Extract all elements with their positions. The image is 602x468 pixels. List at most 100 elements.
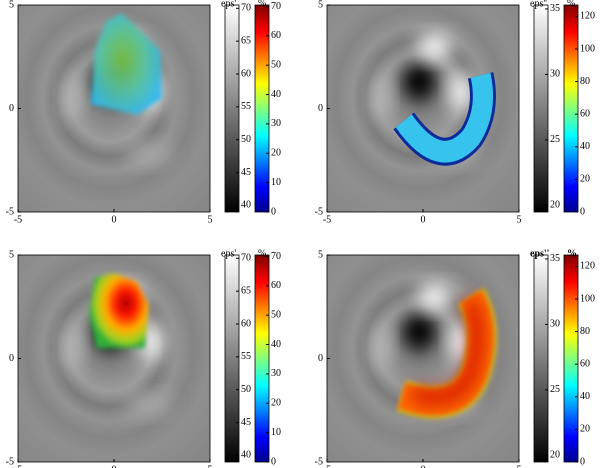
colorbar-tick-label: 40 — [271, 89, 281, 100]
colorbar-label: eps' — [221, 0, 236, 9]
colorbar-tick-label: 40 — [271, 339, 281, 350]
colorbar-tick-label: 120 — [580, 261, 595, 272]
colorbar-tick-label: 70 — [271, 1, 281, 12]
colorbar-tick-label: 65 — [241, 285, 251, 296]
colorbar-tick-label: 0 — [580, 206, 585, 217]
colorbar-tick-label: 50 — [241, 384, 251, 395]
y-tick-label: 0 — [318, 103, 323, 114]
y-tick-label: -5 — [6, 456, 14, 467]
y-tick-label: 5 — [9, 0, 14, 10]
x-tick-label: 5 — [208, 464, 213, 468]
colorbar — [533, 254, 549, 463]
colorbar-tick-label: 70 — [241, 253, 251, 264]
x-tick-label: -5 — [323, 214, 331, 225]
colorbar-tick-label: 20 — [271, 148, 281, 159]
colorbar-tick-label: 60 — [241, 318, 251, 329]
colorbar-tick-label: 45 — [241, 167, 251, 178]
colorbar-tick-label: 45 — [241, 417, 251, 428]
colorbar-tick-label: 50 — [241, 134, 251, 145]
x-tick-label: 5 — [517, 214, 522, 225]
colorbar-tick-label: 20 — [580, 424, 590, 435]
colorbar-tick-label: 10 — [271, 427, 281, 438]
y-tick-label: -5 — [315, 456, 323, 467]
colorbar-tick-label: 100 — [580, 43, 595, 54]
image — [327, 255, 519, 462]
colorbar-label: % — [258, 0, 266, 9]
colorbar-tick-label: 20 — [550, 450, 560, 461]
panel: -5 0 5 -5 0 5 eps'' 20 25 30 35% 0 20 40 60 80 100 120 — [315, 0, 595, 225]
colorbar-tick-label: 40 — [580, 391, 590, 402]
panel: -5 0 5 -5 0 5 eps' 40 45 50 55 60 65 70% 0 10 20 30 40 50 60… — [6, 0, 281, 225]
colorbar-tick-label: 60 — [580, 359, 590, 370]
image — [327, 5, 519, 212]
colorbar-tick-label: 10 — [271, 177, 281, 188]
colorbar-tick-label: 100 — [580, 293, 595, 304]
x-tick-label: -5 — [323, 464, 331, 468]
x-tick-label: 5 — [208, 214, 213, 225]
x-tick-label: -5 — [14, 214, 22, 225]
colorbar-tick-label: 55 — [241, 351, 251, 362]
colorbar-tick-label: 30 — [550, 69, 560, 80]
colorbar-tick-label: 60 — [271, 280, 281, 291]
x-tick-label: -5 — [14, 464, 22, 468]
colorbar-tick-label: 0 — [271, 206, 276, 217]
colorbar-tick-label: 70 — [241, 3, 251, 14]
colorbar-tick-label: 30 — [550, 319, 560, 330]
colorbar-tick-label: 60 — [580, 109, 590, 120]
x-tick-label: 5 — [517, 464, 522, 468]
colorbar — [533, 4, 549, 213]
colorbar — [563, 4, 579, 213]
colorbar-tick-label: 40 — [580, 141, 590, 152]
image — [18, 5, 210, 212]
colorbar-label: % — [258, 248, 266, 259]
x-tick-label: 0 — [421, 464, 426, 468]
colorbar-tick-label: 55 — [241, 101, 251, 112]
y-tick-label: 0 — [9, 353, 14, 364]
colorbar-tick-label: 25 — [550, 134, 560, 145]
x-tick-label: 0 — [112, 214, 117, 225]
colorbar-label: % — [567, 0, 575, 9]
colorbar — [254, 4, 270, 213]
colorbar — [563, 254, 579, 463]
y-tick-label: -5 — [315, 206, 323, 217]
colorbar-tick-label: 70 — [271, 251, 281, 262]
colorbar — [224, 4, 240, 213]
panel: -5 0 5 -5 0 5 eps'' 20 25 30 35% 0 20 40 60 80 100 120 — [315, 248, 595, 468]
colorbar-tick-label: 40 — [241, 200, 251, 211]
colorbar-tick-label: 0 — [271, 456, 276, 467]
colorbar-tick-label: 35 — [550, 3, 560, 14]
colorbar-tick-label: 25 — [550, 384, 560, 395]
colorbar-tick-label: 20 — [550, 200, 560, 211]
colorbar-tick-label: 20 — [580, 174, 590, 185]
colorbar-label: eps'' — [530, 248, 550, 259]
colorbar-tick-label: 30 — [271, 118, 281, 129]
image — [18, 255, 210, 462]
colorbar-tick-label: 120 — [580, 11, 595, 22]
colorbar-tick-label: 60 — [241, 68, 251, 79]
y-tick-label: 0 — [9, 103, 14, 114]
colorbar-tick-label: 35 — [550, 253, 560, 264]
colorbar-tick-label: 80 — [580, 326, 590, 337]
x-tick-label: 0 — [112, 464, 117, 468]
colorbar-tick-label: 30 — [271, 368, 281, 379]
colorbar-tick-label: 50 — [271, 59, 281, 70]
colorbar-tick-label: 50 — [271, 309, 281, 320]
x-tick-label: 0 — [421, 214, 426, 225]
colorbar-tick-label: 20 — [271, 398, 281, 409]
colorbar-tick-label: 80 — [580, 76, 590, 87]
colorbar-tick-label: 0 — [580, 456, 585, 467]
y-tick-label: 5 — [318, 249, 323, 260]
colorbar-tick-label: 60 — [271, 30, 281, 41]
y-tick-label: -5 — [6, 206, 14, 217]
y-tick-label: 5 — [318, 0, 323, 10]
colorbar-tick-label: 40 — [241, 450, 251, 461]
colorbar — [254, 254, 270, 463]
y-tick-label: 5 — [9, 249, 14, 260]
colorbar-label: % — [567, 248, 577, 259]
colorbar-label: eps'' — [530, 0, 547, 9]
y-tick-label: 0 — [318, 353, 323, 364]
colorbar-tick-label: 65 — [241, 35, 251, 46]
colorbar — [224, 254, 240, 463]
panel: -5 0 5 -5 0 5 eps' 40 45 50 55 60 65 70% 0 10 20 30 40 50 60… — [6, 248, 281, 468]
